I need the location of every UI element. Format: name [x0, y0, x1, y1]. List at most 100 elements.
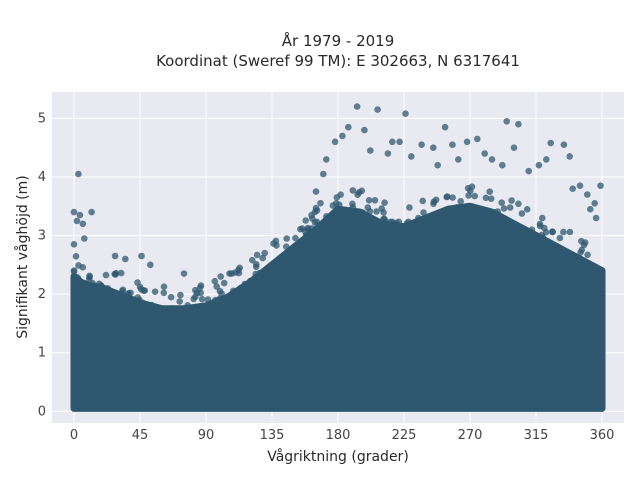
scatter-point: [405, 218, 412, 226]
scatter-point: [316, 224, 323, 232]
scatter-point: [139, 299, 146, 307]
scatter-point: [443, 193, 451, 201]
scatter-point: [354, 209, 361, 216]
scatter-point: [261, 249, 269, 257]
x-tick-label: 135: [260, 428, 285, 443]
scatter-point: [160, 283, 168, 291]
scatter-point: [499, 161, 506, 169]
scatter-point: [292, 245, 299, 252]
scatter-point: [481, 150, 489, 157]
scatter-point: [384, 150, 392, 157]
scatter-point: [508, 197, 515, 204]
scatter-point: [434, 161, 442, 169]
scatter-point: [88, 208, 95, 216]
scatter-point: [197, 282, 205, 289]
scatter-point: [160, 289, 168, 297]
scatter-point: [151, 288, 159, 296]
scatter-point: [562, 250, 569, 257]
x-tick-label: 315: [524, 428, 549, 443]
scatter-point: [380, 215, 388, 222]
y-axis-label: Signifikant våghöjd (m): [14, 175, 31, 338]
scatter-point: [498, 199, 506, 206]
scatter-point: [148, 301, 155, 309]
scatter-point: [111, 270, 118, 278]
scatter-point: [317, 199, 324, 207]
scatter-point: [584, 251, 591, 259]
scatter-point: [396, 138, 403, 146]
scatter-point: [312, 235, 320, 243]
dense-point-cloud: [70, 202, 606, 412]
scatter-point: [514, 229, 522, 236]
scatter-point: [177, 291, 184, 299]
y-tick-label: 4: [38, 170, 46, 185]
scatter-point: [539, 234, 547, 242]
scatter-point: [536, 222, 544, 230]
scatter-point: [488, 156, 496, 163]
scatter-point: [520, 234, 527, 241]
scatter-point: [349, 187, 357, 194]
x-tick-label: 180: [326, 428, 351, 443]
scatter-point: [345, 209, 352, 216]
scatter-point: [72, 252, 80, 260]
scatter-point: [339, 132, 346, 140]
scatter-point: [483, 208, 490, 216]
scatter-point: [70, 208, 78, 216]
scatter-point: [500, 205, 508, 212]
scatter-point: [119, 286, 127, 294]
scatter-point: [474, 135, 481, 143]
scatter-point: [535, 161, 543, 169]
scatter-point: [100, 286, 108, 294]
scatter-point: [364, 204, 372, 211]
scatter-point: [312, 188, 320, 195]
scatter-point: [556, 234, 564, 242]
scatter-point: [449, 194, 456, 201]
scatter-point: [592, 214, 600, 222]
scatter-point: [515, 200, 522, 208]
dense-point-region: [70, 202, 606, 412]
scatter-point: [246, 277, 254, 285]
scatter-point: [220, 279, 228, 287]
scatter-point: [387, 218, 394, 226]
scatter-point: [566, 153, 573, 160]
scatter-point: [581, 239, 589, 246]
scatter-point: [204, 296, 212, 303]
scatter-point: [418, 141, 425, 148]
scatter-point: [81, 235, 88, 242]
scatter-point: [475, 212, 482, 219]
scatter-point: [79, 264, 87, 271]
scatter-point: [259, 254, 267, 262]
y-tick-label: 5: [38, 111, 46, 126]
scatter-point: [518, 210, 526, 217]
scatter-point: [539, 214, 546, 222]
scatter-point: [292, 234, 299, 242]
scatter-point: [252, 276, 260, 284]
x-axis-label: Vågriktning (grader): [267, 448, 409, 465]
scatter-point: [73, 217, 81, 225]
scatter-point: [572, 262, 579, 270]
scatter-point: [506, 204, 514, 211]
scatter-point: [560, 141, 568, 148]
scatter-point: [167, 293, 175, 301]
scatter-point: [253, 251, 261, 259]
scatter-point: [569, 185, 576, 192]
scatter-point: [229, 287, 237, 295]
scatter-point: [395, 218, 403, 226]
scatter-point: [283, 235, 291, 242]
scatter-point: [70, 241, 78, 248]
scatter-point: [86, 273, 93, 281]
scatter-point: [393, 228, 400, 235]
scatter-point: [463, 208, 470, 216]
scatter-point: [385, 226, 392, 233]
scatter-point: [249, 256, 256, 264]
scatter-point: [332, 200, 340, 207]
scatter-point: [597, 182, 604, 189]
scatter-point: [419, 197, 427, 205]
scatter-point: [418, 221, 426, 228]
x-tick-label: 225: [392, 428, 417, 443]
scatter-point: [420, 209, 427, 216]
scatter-point: [441, 123, 449, 131]
scatter-point: [442, 215, 450, 223]
chart-subtitle: Koordinat (Sweref 99 TM): E 302663, N 63…: [156, 52, 520, 70]
scatter-point: [356, 216, 363, 224]
